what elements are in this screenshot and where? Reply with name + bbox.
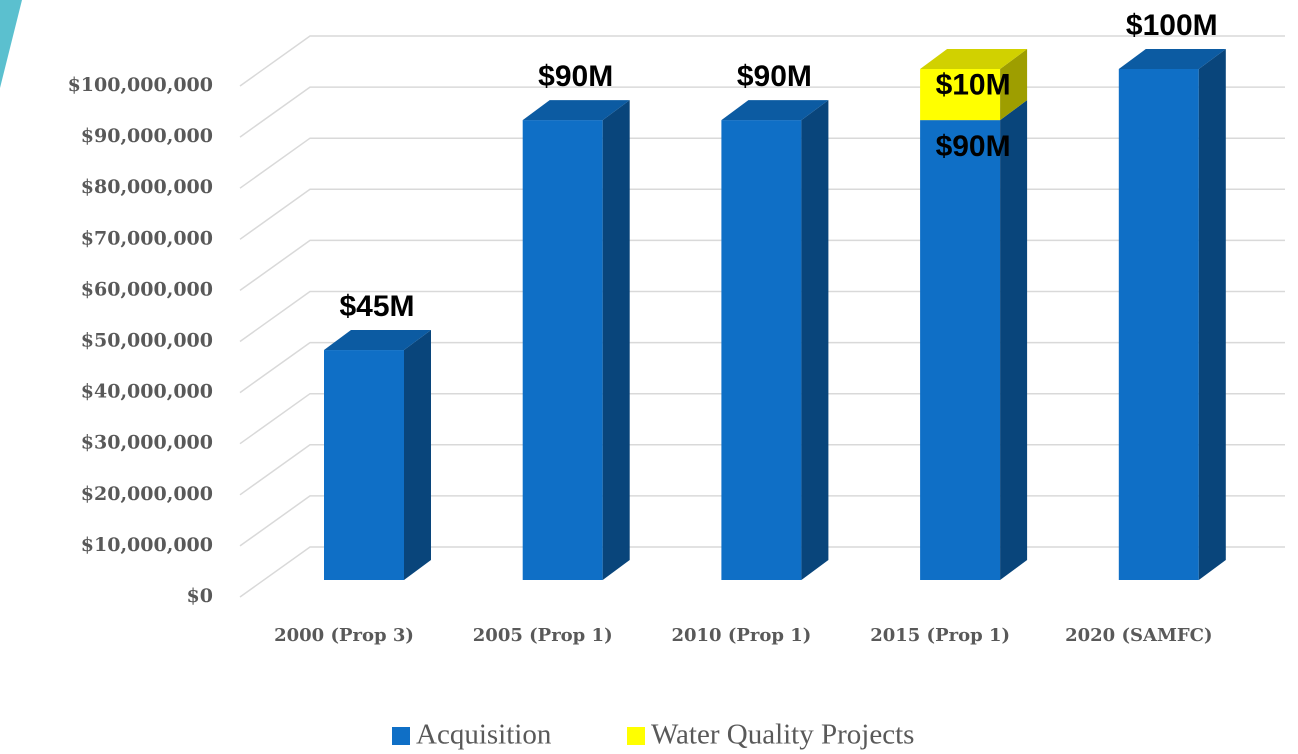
data-label: $90M [538,60,613,93]
bar [1118,69,1199,580]
legend-label: Water Quality Projects [651,719,914,751]
data-label: $45M [339,290,414,323]
bar-side [404,330,431,580]
y-tick-label: $50,000,000 [81,330,213,352]
bar-side [1000,49,1028,121]
data-label: $90M [936,130,1011,163]
x-tick-label: 2015 (Prop 1) [870,625,1010,646]
legend-label: Acquisition [416,719,552,751]
y-tick-label: $60,000,000 [81,278,213,300]
bar [920,69,1001,121]
bar-top [522,100,630,121]
y-tick-label: $30,000,000 [81,432,213,454]
bar [721,120,802,580]
y-tick-label: $40,000,000 [81,381,213,403]
bar [324,350,404,580]
bar [522,120,603,580]
bar-top [1118,49,1226,69]
decoration [0,0,22,88]
y-tick-label: $20,000,000 [81,483,213,505]
bar-top [721,100,829,121]
x-tick-label: 2020 (SAMFC) [1065,625,1212,646]
y-tick-label: $10,000,000 [81,534,213,556]
bar-side [801,100,829,580]
x-tick-label: 2010 (Prop 1) [671,625,811,646]
y-tick-label: $100,000,000 [68,74,213,96]
data-label: $10M [936,68,1011,101]
y-tick-label: $70,000,000 [81,227,213,249]
x-tick-label: 2005 (Prop 1) [473,625,613,646]
data-label: $90M [737,60,812,93]
grid-line [239,35,1285,87]
bar-top [324,330,431,351]
data-label: $100M [1126,9,1218,42]
legend-swatch [627,727,645,745]
bar-side [602,100,630,580]
bar-top [920,49,1028,69]
legend-swatch [392,727,410,745]
y-tick-label: $90,000,000 [81,125,213,147]
x-tick-label: 2000 (Prop 3) [274,625,414,646]
bar-side [1000,100,1028,580]
bar-side [1198,49,1226,580]
bar [920,120,1001,580]
y-tick-label: $0 [187,585,213,607]
y-tick-label: $80,000,000 [81,176,213,198]
